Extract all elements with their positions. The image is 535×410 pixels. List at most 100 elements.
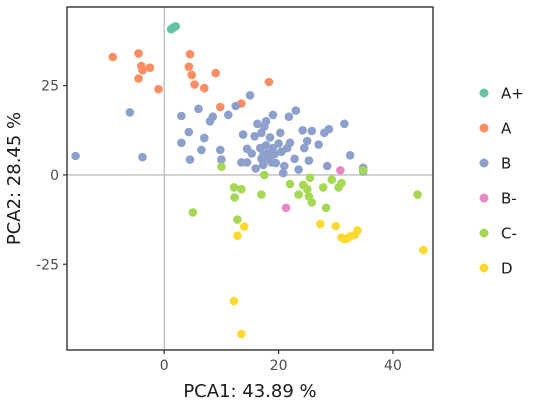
data-point — [294, 190, 303, 199]
data-point — [264, 77, 274, 87]
data-point — [327, 175, 337, 184]
series-a — [108, 49, 274, 112]
data-point — [260, 170, 269, 180]
data-point — [200, 133, 209, 143]
legend-key — [479, 228, 489, 238]
data-point — [307, 126, 317, 136]
data-point — [233, 215, 242, 224]
data-point — [413, 190, 422, 199]
data-point — [154, 84, 163, 94]
data-point — [314, 140, 323, 149]
data-point — [208, 112, 218, 121]
data-point — [278, 168, 288, 178]
y-tick-label: -25 — [36, 257, 59, 273]
y-tick-label: 25 — [41, 79, 59, 95]
data-point — [257, 190, 266, 199]
data-point — [302, 184, 312, 194]
data-point — [184, 127, 194, 137]
data-point — [188, 208, 198, 217]
legend-label: A+ — [501, 85, 524, 103]
data-point — [194, 104, 203, 114]
data-point — [177, 111, 186, 121]
data-point — [337, 178, 346, 188]
data-point — [285, 138, 295, 148]
data-point — [268, 110, 278, 120]
x-axis: 0 20 40 — [160, 350, 402, 374]
series-d — [229, 219, 428, 339]
data-point — [270, 149, 279, 159]
data-point — [145, 63, 155, 72]
data-point — [245, 91, 255, 100]
x-tick-label: 20 — [270, 358, 288, 374]
data-point — [304, 156, 314, 165]
legend-label: B — [501, 155, 511, 173]
data-point — [167, 24, 177, 33]
data-point — [125, 108, 135, 117]
data-point — [138, 152, 147, 162]
legend: A+ AB B- C- D — [479, 85, 524, 278]
data-point — [258, 160, 268, 170]
data-point — [216, 145, 225, 155]
legend-key — [479, 193, 489, 203]
data-point — [185, 49, 195, 59]
series-a-plus — [166, 22, 180, 34]
data-point — [285, 179, 295, 189]
data-point — [280, 161, 289, 171]
data-point — [224, 110, 233, 120]
data-point — [238, 130, 248, 139]
data-point — [231, 101, 240, 111]
data-point — [242, 158, 252, 167]
data-point — [324, 124, 334, 134]
data-point — [229, 183, 239, 192]
data-point — [321, 203, 331, 213]
x-axis-title: PCA1: 43.89 % — [183, 381, 316, 402]
plot-panel-border — [66, 6, 434, 351]
data-point — [187, 70, 196, 80]
y-axis-title: PCA2: 28.45 % — [4, 112, 25, 245]
y-axis: -25 0 25 — [36, 79, 67, 273]
data-point — [302, 136, 312, 146]
legend-key — [479, 88, 489, 98]
data-point — [316, 219, 325, 229]
data-point — [358, 166, 368, 175]
legend-label: A — [501, 120, 512, 138]
data-point — [251, 164, 260, 173]
series-b — [71, 91, 368, 178]
data-point — [305, 173, 315, 183]
data-point — [261, 141, 271, 150]
data-point — [230, 193, 239, 202]
data-points — [71, 22, 428, 339]
data-point — [281, 203, 291, 213]
data-point — [134, 49, 143, 58]
data-point — [190, 80, 199, 89]
data-point — [71, 151, 80, 161]
data-point — [138, 65, 147, 75]
data-point — [265, 133, 275, 142]
data-point — [253, 119, 262, 129]
data-point — [200, 83, 209, 93]
data-point — [331, 221, 341, 231]
data-point — [247, 149, 256, 158]
data-point — [318, 183, 328, 192]
data-point — [240, 222, 249, 231]
legend-label: B- — [501, 190, 517, 208]
data-point — [294, 165, 303, 174]
legend-label: C- — [501, 225, 517, 243]
data-point — [271, 158, 281, 168]
legend-label: D — [501, 260, 513, 278]
data-point — [298, 126, 307, 135]
data-point — [284, 112, 294, 121]
reference-lines — [67, 7, 433, 350]
data-point — [291, 106, 301, 115]
data-point — [340, 119, 349, 129]
series-c-minus — [188, 162, 422, 224]
data-point — [307, 198, 317, 207]
data-point — [177, 138, 186, 148]
data-point — [274, 139, 283, 148]
x-tick-label: 0 — [160, 358, 169, 374]
data-point — [250, 132, 259, 141]
data-point — [276, 128, 285, 138]
data-point — [216, 102, 225, 112]
data-point — [300, 143, 309, 153]
